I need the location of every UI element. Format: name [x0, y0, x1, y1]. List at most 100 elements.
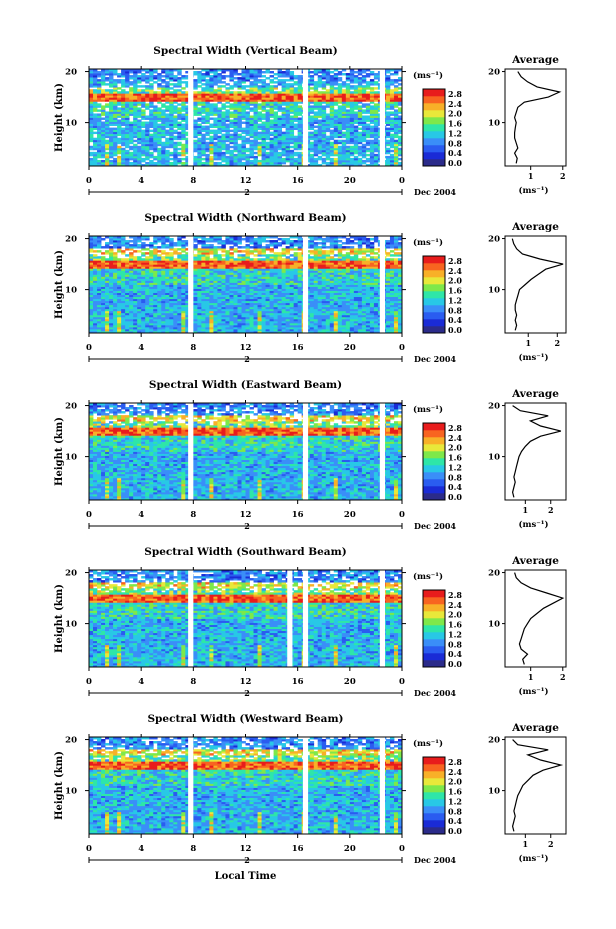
colorbar-swatch [423, 785, 445, 793]
x-tick-label: 0 [399, 343, 405, 353]
x-tick-label: 16 [292, 510, 304, 520]
average-title: Average [511, 221, 559, 233]
average-profile-line [514, 572, 565, 665]
x-tick-label: 20 [344, 677, 356, 687]
y-tick-label: 20 [65, 736, 77, 746]
date-label: Dec 2004 [414, 688, 456, 698]
colorbar-tick-label: 1.6 [448, 620, 462, 630]
panel-4: Spectral Width (Westward Beam)0 4 8 12 16 20 0… [54, 713, 567, 865]
x-tick-label: 0 [399, 844, 405, 854]
panel-2: Spectral Width (Eastward Beam)0 4 8 12 16 20 0… [54, 379, 567, 531]
colorbar-swatch [423, 451, 445, 459]
average-y-tick-label: 20 [488, 68, 500, 78]
colorbar-swatch [423, 590, 445, 598]
colorbar-tick-label: 0.4 [448, 816, 462, 826]
x-tick-label: 0 [86, 176, 92, 186]
colorbar-swatch [423, 820, 445, 828]
heatmap [89, 570, 403, 668]
colorbar-swatch [423, 472, 445, 480]
x-tick-label: 4 [138, 677, 144, 687]
colorbar-swatch [423, 89, 445, 97]
colorbar-swatch [423, 799, 445, 807]
colorbar-unit: (ms⁻¹) [413, 571, 443, 582]
data-gap [379, 570, 386, 667]
data-gap [188, 236, 194, 333]
colorbar-tick-label: 1.2 [448, 295, 462, 305]
x-tick-label: 0 [399, 510, 405, 520]
data-gap [379, 737, 386, 834]
y-axis-label: Height (km) [54, 83, 65, 152]
y-axis-label: Height (km) [54, 584, 65, 653]
colorbar-swatch [423, 632, 445, 640]
average-x-tick-label: 2 [548, 505, 554, 515]
colorbar-swatch [423, 270, 445, 278]
colorbar-swatch [423, 639, 445, 647]
colorbar-frame [422, 422, 446, 501]
colorbar-frame [422, 756, 446, 835]
colorbar-swatch [423, 96, 445, 104]
colorbar-tick-label: 2.8 [448, 256, 462, 266]
x-axis-label: Local Time [215, 871, 277, 882]
x-tick-label: 4 [138, 176, 144, 186]
panel-title: Spectral Width (Westward Beam) [147, 713, 343, 725]
average-title: Average [511, 54, 559, 66]
colorbar-unit: (ms⁻¹) [413, 738, 443, 749]
panel-title: Spectral Width (Eastward Beam) [149, 379, 342, 391]
average-y-tick-label: 20 [488, 402, 500, 412]
panel-title: Spectral Width (Northward Beam) [144, 212, 346, 224]
colorbar-tick-label: 0.0 [448, 659, 462, 669]
x-tick-label: 20 [344, 176, 356, 186]
day-marker: 2 [244, 855, 250, 865]
colorbar-tick-label: 0.8 [448, 305, 462, 315]
x-tick-label: 8 [190, 844, 196, 854]
colorbar-swatch [423, 493, 445, 501]
colorbar-swatch [423, 305, 445, 313]
data-gap [302, 403, 309, 500]
date-label: Dec 2004 [414, 521, 456, 531]
colorbar-tick-label: 0.8 [448, 806, 462, 816]
x-tick-label: 20 [344, 343, 356, 353]
colorbar-tick-label: 0.0 [448, 325, 462, 335]
average-x-tick-label: 2 [548, 839, 554, 849]
colorbar-frame [422, 255, 446, 334]
colorbar-swatch [423, 486, 445, 494]
x-tick-label: 0 [86, 510, 92, 520]
colorbar-tick-label: 2.0 [448, 610, 462, 620]
x-tick-label: 0 [86, 844, 92, 854]
average-x-tick-label: 2 [560, 672, 566, 682]
colorbar-swatch [423, 618, 445, 626]
colorbar-tick-label: 1.6 [448, 787, 462, 797]
colorbar-swatch [423, 131, 445, 139]
colorbar-swatch [423, 479, 445, 487]
average-profile-line [511, 739, 564, 832]
average-title: Average [511, 722, 559, 734]
colorbar-tick-label: 2.0 [448, 276, 462, 286]
colorbar-tick-label: 2.8 [448, 89, 462, 99]
colorbar-tick-label: 2.8 [448, 590, 462, 600]
colorbar-tick-label: 0.0 [448, 492, 462, 502]
average-frame [504, 569, 567, 668]
colorbar-tick-label: 1.2 [448, 796, 462, 806]
average-y-tick-label: 10 [488, 787, 500, 797]
average-y-tick-label: 20 [488, 736, 500, 746]
heatmap [89, 403, 403, 501]
average-frame [504, 402, 567, 501]
panel-title: Spectral Width (Vertical Beam) [153, 45, 337, 57]
x-tick-label: 20 [344, 510, 356, 520]
colorbar-swatch [423, 611, 445, 619]
data-gap [287, 570, 293, 667]
x-tick-label: 8 [190, 677, 196, 687]
average-x-label: (ms⁻¹) [518, 185, 548, 196]
colorbar-unit: (ms⁻¹) [413, 404, 443, 415]
colorbar-swatch [423, 660, 445, 668]
x-tick-label: 0 [86, 343, 92, 353]
colorbar-swatch [423, 653, 445, 661]
colorbar-swatch [423, 437, 445, 445]
colorbar-swatch [423, 117, 445, 125]
colorbar-tick-label: 2.8 [448, 757, 462, 767]
average-y-tick-label: 10 [488, 119, 500, 129]
colorbar-frame [422, 88, 446, 167]
x-tick-label: 16 [292, 677, 304, 687]
colorbar-tick-label: 1.6 [448, 119, 462, 129]
x-tick-label: 16 [292, 343, 304, 353]
